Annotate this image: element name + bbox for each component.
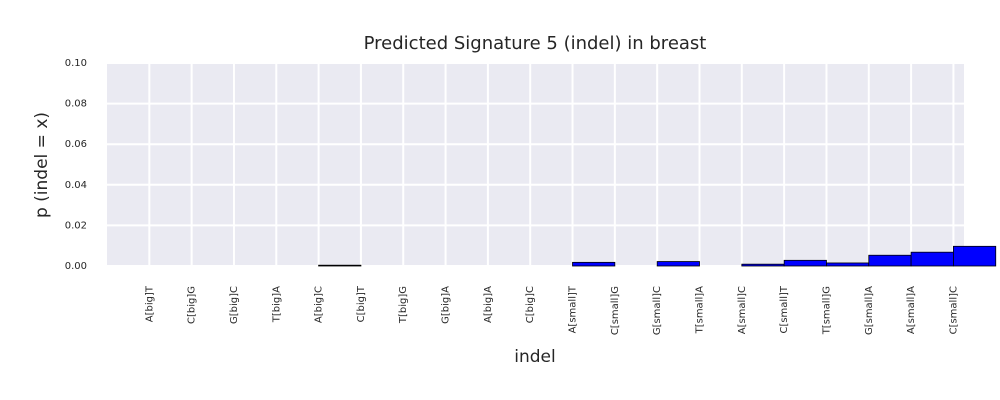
x-tick-label: C[small]G: [610, 286, 621, 335]
bars: [318, 245, 997, 267]
y-tick-label: 0.02: [65, 220, 87, 231]
bar: [572, 261, 616, 267]
y-tick-label: 0.04: [65, 180, 87, 191]
x-tick-label: G[small]C: [652, 286, 663, 335]
bar: [783, 259, 827, 267]
y-tick-label: 0.00: [65, 261, 87, 272]
y-tick-label: 0.06: [65, 139, 87, 150]
bar: [741, 263, 785, 267]
bar: [318, 264, 362, 267]
x-tick-label: T[big]G: [398, 286, 409, 324]
x-tick-label: C[small]T: [779, 285, 790, 333]
x-tick-label: C[small]C: [948, 286, 959, 334]
x-tick-label: T[small]A: [694, 286, 705, 335]
x-tick-label: T[big]A: [271, 286, 282, 323]
y-tick-label: 0.10: [65, 58, 87, 69]
y-tick-labels: 0.00 0.02 0.04 0.06 0.08 0.10: [65, 58, 87, 272]
x-tick-label: C[big]T: [356, 285, 367, 322]
x-tick-label: T[small]G: [821, 286, 832, 335]
bar: [826, 262, 870, 267]
bar: [910, 251, 954, 267]
x-tick-label: A[small]A: [906, 286, 917, 334]
x-tick-label: G[big]C: [229, 286, 240, 324]
x-axis-label: indel: [514, 347, 555, 367]
x-tick-label: C[big]C: [525, 286, 536, 323]
x-tick-label: G[small]A: [864, 286, 875, 335]
x-tick-label: G[big]A: [441, 286, 452, 324]
y-axis-label: p (indel = x): [32, 112, 52, 218]
x-tick-label: A[small]C: [737, 286, 748, 334]
x-tick-label: C[big]G: [187, 286, 198, 324]
chart-title: Predicted Signature 5 (indel) in breast: [364, 33, 707, 54]
x-tick-label: A[big]A: [483, 286, 494, 323]
bar: [953, 245, 997, 267]
x-tick-label: A[big]C: [314, 286, 325, 323]
grid-lines: [107, 62, 964, 267]
x-tick-label: A[small]T: [568, 285, 579, 333]
y-tick-label: 0.08: [65, 99, 87, 110]
plot-area: [107, 63, 964, 266]
bar: [868, 254, 912, 267]
x-tick-labels: A[big]T C[big]G G[big]C T[big]A A[big]C C[big…: [144, 285, 959, 335]
x-tick-label: A[big]T: [144, 285, 155, 322]
bar: [656, 261, 700, 267]
